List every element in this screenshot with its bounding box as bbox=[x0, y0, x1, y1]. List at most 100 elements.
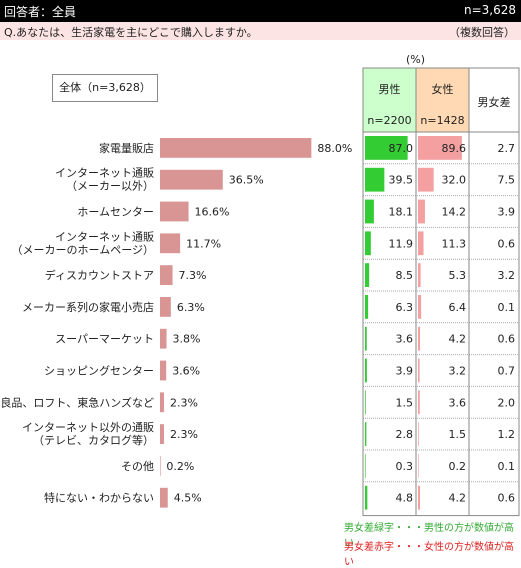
female-header-bg bbox=[416, 68, 469, 132]
male-bar bbox=[365, 485, 368, 510]
diff-value-label: 0.1 bbox=[498, 460, 516, 473]
male-value-label: 87.0 bbox=[389, 142, 414, 155]
female-header-n: n=1428 bbox=[420, 114, 464, 127]
category-label: その他 bbox=[121, 460, 154, 473]
diff-value-label: 7.5 bbox=[498, 174, 516, 187]
respondent-label: 回答者：全員 bbox=[4, 5, 77, 19]
question-note: （複数回答） bbox=[449, 26, 515, 39]
male-value-label: 0.3 bbox=[396, 460, 414, 473]
overall-bar bbox=[160, 233, 181, 254]
table-border bbox=[362, 67, 520, 517]
male-value-label: 39.5 bbox=[389, 174, 414, 187]
male-bar bbox=[365, 390, 366, 415]
female-bar bbox=[418, 263, 421, 287]
male-header-label: 男性 bbox=[379, 82, 401, 96]
male-header-bg bbox=[363, 68, 416, 132]
category-label: ショッピングセンター bbox=[44, 364, 154, 378]
category-label: メーカー系列の家電小売店 bbox=[22, 300, 154, 314]
category-label: ホームセンター bbox=[77, 206, 154, 219]
male-bar bbox=[365, 231, 371, 256]
respondent-count: n=3,628 bbox=[463, 3, 516, 17]
diff-header-label: 男女差 bbox=[478, 95, 511, 109]
overall-value-label: 6.3% bbox=[177, 301, 205, 314]
male-bar bbox=[365, 295, 369, 319]
overall-bar bbox=[160, 487, 168, 508]
category-label-sub: （メーカー以外） bbox=[66, 180, 154, 193]
overall-legend-box: 全体（n=3,628） bbox=[52, 74, 158, 102]
overall-value-label: 88.0% bbox=[317, 142, 352, 155]
male-bar bbox=[365, 454, 366, 478]
legend-green-note: 男女差緑字・・・男性の方が数値が高い bbox=[344, 523, 514, 549]
question-text: Q.あなたは、生活家電を主にどこで購入しますか。 bbox=[4, 26, 258, 39]
category-label-sub: （メーカーのホームページ） bbox=[12, 243, 154, 256]
overall-value-label: 3.6% bbox=[172, 365, 200, 378]
female-bar bbox=[418, 422, 419, 446]
female-bar bbox=[418, 167, 434, 192]
male-bar bbox=[365, 263, 370, 287]
overall-bar bbox=[160, 265, 173, 285]
category-label: インターネット以外の通販 bbox=[22, 421, 154, 434]
female-value-label: 32.0 bbox=[442, 174, 467, 187]
overall-value-label: 2.3% bbox=[170, 396, 198, 409]
unit-label: (%) bbox=[406, 53, 426, 66]
female-bar bbox=[418, 358, 420, 383]
category-label: インターネット通販 bbox=[55, 167, 154, 180]
male-bar bbox=[365, 199, 374, 224]
female-value-label: 14.2 bbox=[442, 206, 467, 219]
female-bar bbox=[418, 136, 462, 160]
category-label: ディスカウントストア bbox=[45, 268, 154, 282]
female-value-label: 4.2 bbox=[449, 492, 467, 505]
female-bar bbox=[418, 295, 422, 319]
overall-value-label: 3.8% bbox=[173, 333, 201, 346]
overall-value-label: 2.3% bbox=[170, 428, 198, 441]
legend-red-note: 男女差赤字・・・女性の方が数値が高い bbox=[344, 542, 514, 568]
category-label-sub: （テレビ、カタログ等） bbox=[33, 433, 154, 447]
category-label: インターネット通販 bbox=[55, 230, 154, 243]
female-value-label: 6.4 bbox=[449, 301, 467, 314]
female-header-label: 女性 bbox=[432, 82, 454, 96]
overall-bar bbox=[160, 456, 161, 476]
overall-bar bbox=[160, 297, 171, 317]
overall-bar bbox=[160, 201, 189, 222]
female-bar bbox=[418, 326, 421, 351]
overall-value-label: 36.5% bbox=[229, 174, 264, 187]
category-label: 無印良品、ロフト、東急ハンズなど bbox=[0, 395, 154, 409]
female-value-label: 0.2 bbox=[449, 460, 467, 473]
overall-bar bbox=[160, 392, 164, 413]
category-label: 特にない・わからない bbox=[44, 491, 154, 505]
male-value-label: 11.9 bbox=[389, 237, 414, 250]
overall-bar bbox=[160, 138, 312, 158]
male-header-n: n=2200 bbox=[367, 114, 411, 127]
question-bar: Q.あなたは、生活家電を主にどこで購入しますか。 （複数回答） bbox=[0, 22, 521, 40]
female-bar bbox=[418, 390, 420, 415]
female-value-label: 3.6 bbox=[449, 396, 467, 409]
male-bar bbox=[365, 326, 367, 351]
male-value-label: 4.8 bbox=[396, 492, 414, 505]
male-bar bbox=[365, 358, 367, 383]
male-value-label: 18.1 bbox=[389, 206, 414, 219]
male-bar bbox=[365, 422, 367, 446]
female-value-label: 11.3 bbox=[442, 237, 467, 250]
female-bar bbox=[418, 199, 425, 224]
overall-value-label: 16.6% bbox=[195, 206, 230, 219]
female-bar bbox=[418, 485, 421, 510]
male-value-label: 3.6 bbox=[396, 333, 414, 346]
diff-value-label: 0.1 bbox=[498, 301, 516, 314]
diff-value-label: 2.0 bbox=[498, 396, 516, 409]
female-value-label: 5.3 bbox=[449, 269, 467, 282]
female-value-label: 89.6 bbox=[442, 142, 467, 155]
male-bar bbox=[365, 167, 385, 192]
male-value-label: 1.5 bbox=[396, 396, 414, 409]
overall-bar bbox=[160, 424, 164, 444]
male-value-label: 8.5 bbox=[396, 269, 414, 282]
female-value-label: 4.2 bbox=[449, 333, 467, 346]
diff-value-label: 2.7 bbox=[498, 142, 516, 155]
diff-value-label: 1.2 bbox=[498, 428, 516, 441]
overall-bar bbox=[160, 328, 167, 349]
diff-value-label: 0.6 bbox=[498, 237, 516, 250]
diff-value-label: 0.6 bbox=[498, 333, 516, 346]
diff-value-label: 3.9 bbox=[498, 206, 516, 219]
overall-bar bbox=[160, 360, 167, 381]
male-value-label: 2.8 bbox=[396, 428, 414, 441]
